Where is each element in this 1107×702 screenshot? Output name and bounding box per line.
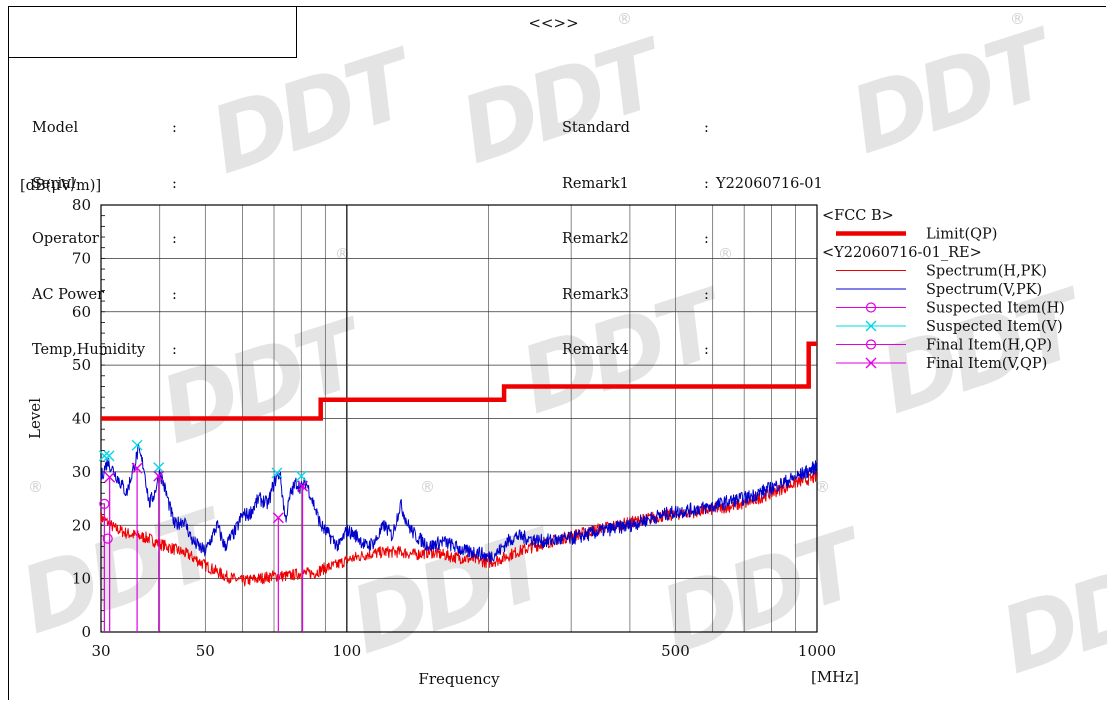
- meta-separator: :: [172, 120, 177, 136]
- meta-separator: :: [172, 342, 177, 358]
- meta-row-model: Model:: [32, 119, 177, 138]
- final-item-v-qp-marker: [297, 480, 309, 492]
- meta-separator: :: [704, 120, 709, 136]
- meta-row-remark4: Remark4:: [562, 341, 823, 360]
- x-axis-unit-label: [MHz]: [811, 668, 859, 686]
- suspected-item-v-marker: [295, 470, 307, 482]
- meta-separator: :: [704, 342, 709, 358]
- meta-row-remark3: Remark3:: [562, 286, 823, 305]
- x-tick-label: 100: [333, 642, 362, 660]
- y-tick-label: 40: [72, 410, 91, 428]
- suspected-item-v-marker: [271, 467, 283, 479]
- suspected-item-v-marker: [131, 439, 143, 451]
- y-tick-label: 30: [72, 463, 91, 481]
- x-tick-label: 30: [91, 642, 110, 660]
- suspected-item-h-marker: [102, 533, 113, 544]
- report-title: <<>>: [528, 14, 579, 32]
- meta-label: Remark4: [562, 342, 629, 358]
- meta-row-operator: Operator:: [32, 230, 177, 249]
- meta-separator: :: [704, 286, 709, 303]
- x-tick-label: 500: [661, 642, 690, 660]
- final-item-v-qp-marker: [272, 512, 284, 524]
- meta-row-serial: Serial:: [32, 175, 177, 194]
- legend-spectrum-h-pk-label: Spectrum(H,PK): [926, 264, 1047, 280]
- legend-suspected-item-h-symbol: [865, 302, 877, 313]
- y-tick-label: 70: [72, 249, 91, 267]
- meta-label: Remark3: [562, 286, 629, 303]
- meta-right-block: Standard: Remark1: Y22060716-01 Remark2: …: [562, 82, 823, 378]
- y-axis-unit-label: [dB(μV/m)]: [20, 178, 102, 194]
- meta-row-ac-power: AC Power:: [32, 286, 177, 305]
- y-axis-title: Level: [26, 398, 44, 439]
- x-axis-title: Frequency: [418, 670, 500, 688]
- final-item-v-qp-marker: [153, 470, 165, 482]
- meta-separator: :: [704, 231, 709, 247]
- meta-label: AC Power: [32, 286, 104, 303]
- y-tick-label: 20: [72, 516, 91, 534]
- suspected-item-v-marker: [153, 462, 165, 474]
- legend-final-item-v-qp-symbol: [865, 357, 877, 369]
- y-tick-label: 60: [72, 303, 91, 321]
- legend-fcc-b-header: <FCC B>: [822, 208, 894, 224]
- meta-label: Temp,Humidity: [32, 342, 146, 358]
- meta-row-standard: Standard:: [562, 119, 823, 138]
- page-frame: [8, 6, 1106, 700]
- y-tick-label: 10: [72, 570, 91, 588]
- meta-left-block: Model: Serial: Operator: AC Power: Temp,…: [32, 82, 177, 378]
- x-tick-label: 1000: [798, 642, 836, 660]
- meta-row-remark1: Remark1: Y22060716-01: [562, 175, 823, 194]
- legend-final-item-h-qp-label: Final Item(H,QP): [926, 338, 1052, 354]
- legend-y22060716-01-re-header: <Y22060716-01_RE>: [822, 245, 982, 261]
- legend-suspected-item-v-symbol: [865, 320, 877, 332]
- meta-label: Standard: [562, 120, 630, 136]
- y-tick-label: 80: [72, 196, 91, 214]
- title-box: [8, 6, 297, 58]
- legend-final-item-v-qp-label: Final Item(V,QP): [926, 356, 1047, 372]
- meta-label: Serial: [32, 175, 76, 192]
- legend-limit-qp-label: Limit(QP): [926, 227, 997, 243]
- meta-separator: :: [172, 175, 177, 192]
- y-tick-label: 50: [72, 356, 91, 374]
- meta-label: Model: [32, 120, 79, 136]
- suspected-item-h-marker: [99, 498, 110, 509]
- legend-spectrum-v-pk-label: Spectrum(V,PK): [926, 282, 1042, 298]
- meta-label: Remark1: [562, 175, 629, 192]
- meta-separator: :: [172, 286, 177, 303]
- meta-label: Remark2: [562, 231, 629, 247]
- legend-suspected-item-h-label: Suspected Item(H): [926, 301, 1065, 317]
- limit-qp-line: [101, 341, 817, 421]
- meta-row-temp-humidity: Temp,Humidity:: [32, 341, 177, 360]
- meta-label: Operator: [32, 231, 99, 247]
- final-item-v-qp-marker: [104, 471, 116, 483]
- x-tick-label: 50: [196, 642, 215, 660]
- meta-value: Y22060716-01: [716, 175, 823, 192]
- legend-suspected-item-v-label: Suspected Item(V): [926, 319, 1063, 335]
- meta-row-remark2: Remark2:: [562, 230, 823, 249]
- spectrum-v-pk-trace: [100, 443, 818, 563]
- legend-final-item-h-qp-symbol: [865, 339, 877, 350]
- suspected-item-v-marker: [103, 450, 115, 462]
- meta-separator: :: [704, 175, 709, 192]
- y-tick-label: 0: [81, 623, 91, 641]
- suspected-item-v-marker: [98, 450, 110, 462]
- meta-separator: :: [172, 231, 177, 247]
- final-item-v-qp-marker: [131, 462, 143, 474]
